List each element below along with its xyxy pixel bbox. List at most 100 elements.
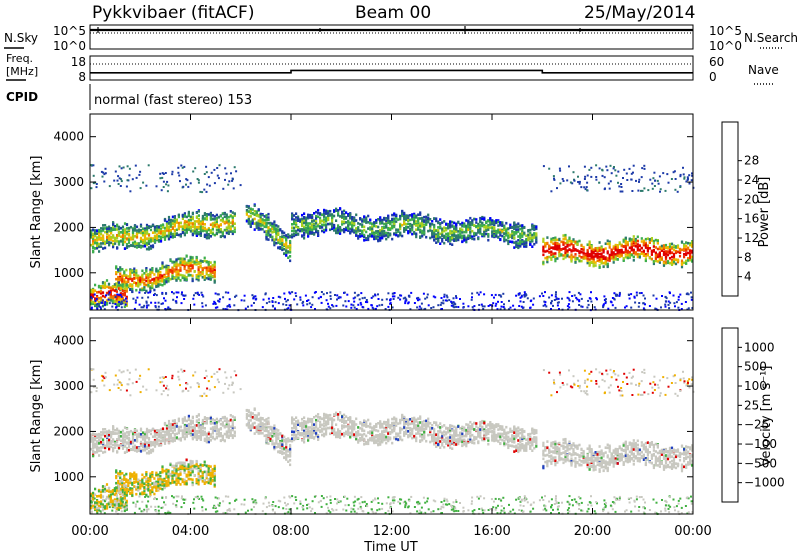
power-cell xyxy=(131,244,135,248)
power-cell xyxy=(490,294,493,297)
power-cell xyxy=(112,234,115,237)
power-cell xyxy=(207,266,210,269)
power-cell xyxy=(421,229,424,233)
power-cell xyxy=(689,256,692,260)
power-cell xyxy=(616,249,619,252)
power-cell xyxy=(90,296,92,299)
power-cell xyxy=(225,215,228,219)
power-cell xyxy=(613,298,616,301)
power-cell xyxy=(419,224,422,228)
power-cell xyxy=(568,291,571,294)
power-cell xyxy=(131,271,134,274)
power-cell xyxy=(120,295,123,298)
power-cell xyxy=(650,253,653,256)
power-cell xyxy=(211,223,214,226)
power-cell xyxy=(139,238,143,241)
power-cell xyxy=(121,278,124,281)
power-cell xyxy=(169,232,172,236)
power-cell xyxy=(171,234,174,238)
power-cell xyxy=(259,221,262,224)
power-cell xyxy=(285,249,288,252)
power-cell xyxy=(337,228,340,232)
power-cell xyxy=(361,220,364,223)
power-cell xyxy=(443,226,446,229)
power-cell xyxy=(542,237,545,241)
power-cell xyxy=(608,253,611,257)
power-cell xyxy=(507,242,510,246)
power-cell xyxy=(614,253,617,256)
power-cell xyxy=(289,235,292,239)
power-cell xyxy=(479,220,482,223)
power-cell xyxy=(449,235,452,239)
power-cell xyxy=(185,215,188,219)
power-cell xyxy=(662,247,666,251)
power-cell xyxy=(670,255,674,259)
power-cell xyxy=(143,236,147,240)
power-cell xyxy=(691,243,694,247)
power-cell xyxy=(568,243,571,247)
power-cell xyxy=(279,240,282,243)
power-cell xyxy=(119,302,122,306)
power-cell xyxy=(373,232,376,236)
power-cell xyxy=(297,226,300,230)
power-cell xyxy=(397,228,400,232)
power-cell xyxy=(561,178,564,180)
power-cell xyxy=(463,222,466,225)
power-cell xyxy=(306,303,309,306)
power-cell xyxy=(295,212,298,215)
power-cell xyxy=(548,245,551,249)
power-cell xyxy=(646,237,649,240)
power-cell xyxy=(127,238,131,242)
power-cell xyxy=(349,216,352,220)
power-cell xyxy=(578,304,581,306)
power-cell xyxy=(662,172,665,175)
power-cell xyxy=(431,220,434,223)
power-cell xyxy=(331,220,334,223)
power-cell xyxy=(469,234,472,238)
power-cell xyxy=(289,243,292,247)
power-cell xyxy=(575,296,578,299)
power-cell xyxy=(385,231,388,235)
power-cell xyxy=(162,173,165,175)
power-cell xyxy=(141,241,145,245)
power-cell xyxy=(102,234,105,237)
power-cell xyxy=(112,243,115,246)
power-cell xyxy=(487,223,490,227)
power-cell xyxy=(94,299,97,302)
power-cell xyxy=(689,242,692,245)
power-cell xyxy=(419,222,422,225)
power-cell xyxy=(691,260,694,263)
power-cell xyxy=(201,220,204,224)
power-cell xyxy=(417,226,420,230)
power-cell xyxy=(660,306,662,309)
power-cell xyxy=(177,273,180,277)
power-cell xyxy=(342,304,345,307)
power-cell xyxy=(183,229,186,232)
power-cell xyxy=(230,172,232,175)
power-cell xyxy=(315,228,318,231)
power-cell xyxy=(359,233,362,237)
power-cell xyxy=(145,231,149,235)
power-cell xyxy=(327,210,330,213)
power-cell xyxy=(137,274,140,278)
power-cell xyxy=(175,275,178,278)
power-cell xyxy=(598,167,601,170)
power-cell xyxy=(253,204,256,207)
power-cell xyxy=(678,251,682,254)
power-cell xyxy=(281,248,284,252)
velocity-cell xyxy=(102,446,105,449)
power-cell xyxy=(471,306,474,309)
power-cell xyxy=(343,209,346,213)
power-cell xyxy=(120,167,123,170)
power-cell xyxy=(279,228,282,231)
power-cell xyxy=(282,303,285,306)
power-cell xyxy=(577,175,579,178)
power-cell xyxy=(117,281,120,284)
power-cell xyxy=(213,168,216,171)
power-cell xyxy=(175,221,178,224)
power-cell xyxy=(297,219,300,222)
power-cell xyxy=(118,293,121,296)
power-cell xyxy=(574,257,577,260)
power-cell xyxy=(533,242,536,246)
power-cell xyxy=(640,176,643,179)
